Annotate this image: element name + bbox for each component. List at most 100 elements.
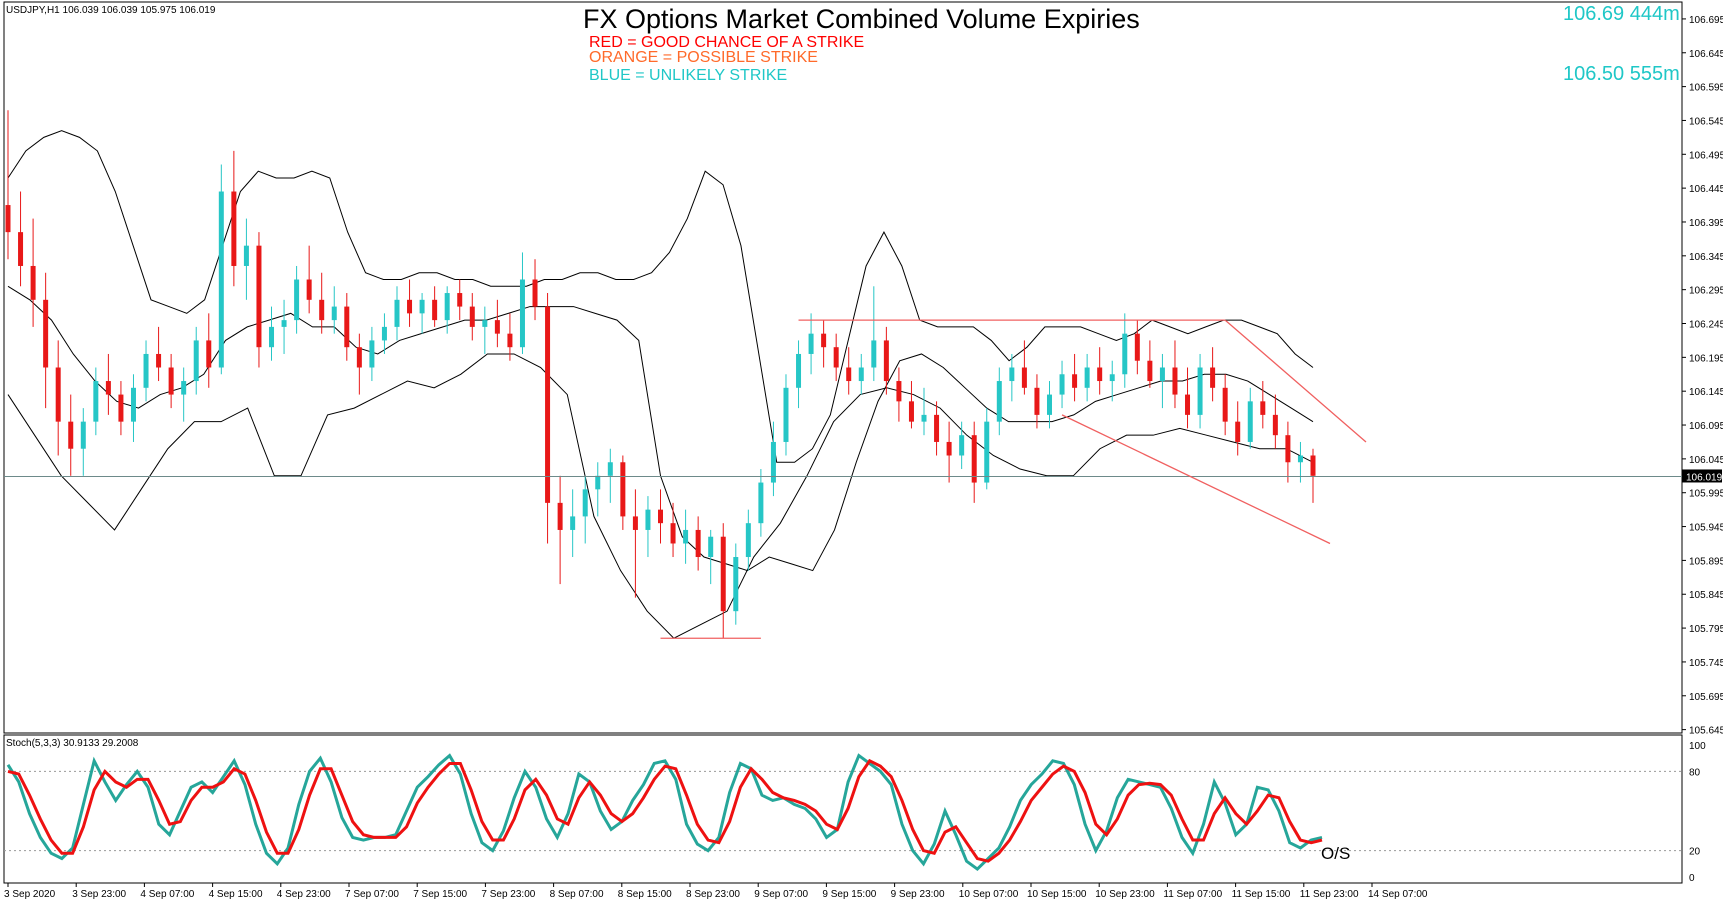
bear-candle: [620, 462, 626, 517]
bull-candle: [394, 299, 400, 327]
expiry-label-2: 106.50 555m: [1563, 63, 1680, 85]
bull-candle: [369, 340, 375, 368]
bear-candle: [846, 367, 852, 382]
bollinger-middle-band: [7, 285, 1314, 572]
time-tick-label: 9 Sep 15:00: [822, 889, 876, 900]
bull-candle: [143, 353, 149, 388]
bear-candle: [118, 394, 124, 422]
price-tick-label: 105.895: [1689, 556, 1723, 567]
bull-candle: [281, 320, 287, 327]
bull-candle: [770, 441, 776, 483]
bull-candle: [130, 387, 136, 422]
bollinger-lower-band: [7, 353, 1314, 639]
time-tick-label: 10 Sep 07:00: [959, 889, 1019, 900]
candlestick-series: [5, 110, 1316, 639]
symbol-header: USDJPY,H1 106.039 106.039 105.975 106.01…: [6, 5, 216, 16]
bear-candle: [231, 191, 237, 266]
bear-candle: [494, 320, 500, 334]
bull-candle: [419, 299, 425, 314]
expiry-label-1: 106.69 444m: [1563, 3, 1680, 25]
bull-candle: [745, 523, 751, 558]
price-tick-label: 106.145: [1689, 387, 1723, 398]
legend-red: RED = GOOD CHANCE OF A STRIKE: [589, 34, 865, 51]
time-tick-label: 3 Sep 23:00: [72, 889, 126, 900]
bull-candle: [1247, 401, 1253, 442]
bull-candle: [519, 279, 525, 348]
bear-candle: [545, 306, 551, 503]
bull-candle: [1059, 374, 1065, 395]
stoch-main-line: [6, 753, 1323, 872]
bear-candle: [883, 340, 889, 382]
bear-candle: [30, 265, 36, 300]
time-tick-label: 4 Sep 15:00: [209, 889, 263, 900]
bull-candle: [269, 326, 275, 348]
stoch-tick-label: 80: [1689, 767, 1701, 778]
bear-candle: [1210, 367, 1216, 388]
time-tick-label: 11 Sep 23:00: [1300, 889, 1359, 900]
bear-candle: [469, 306, 475, 327]
bear-candle: [1034, 387, 1040, 415]
price-tick-label: 105.745: [1689, 658, 1723, 669]
stoch-signal-line: [7, 758, 1323, 863]
price-tick-label: 105.945: [1689, 523, 1723, 534]
bull-candle: [243, 245, 249, 266]
bull-candle: [1009, 367, 1015, 382]
bear-candle: [55, 367, 61, 422]
bear-candle: [156, 353, 162, 368]
bull-candle: [645, 509, 651, 530]
bear-candle: [43, 299, 49, 368]
bull-candle: [482, 320, 488, 327]
bear-candle: [306, 279, 312, 300]
time-tick-label: 11 Sep 07:00: [1163, 889, 1222, 900]
bull-candle: [1197, 367, 1203, 415]
bull-candle: [294, 279, 300, 321]
bull-candle: [783, 387, 789, 442]
bull-candle: [858, 367, 864, 382]
bollinger-bands: [7, 130, 1314, 639]
bear-candle: [971, 435, 977, 483]
bull-candle: [708, 536, 714, 558]
bull-candle: [871, 340, 877, 368]
bull-candle: [331, 306, 337, 321]
time-axis: 3 Sep 2020 3 Sep 23:00 4 Sep 07:00 4 Sep 15…: [4, 883, 1428, 900]
channel-lower-line: [1061, 414, 1331, 545]
time-tick-label: 8 Sep 07:00: [550, 889, 604, 900]
price-tick-label: 106.195: [1689, 353, 1723, 364]
bear-candle: [1097, 367, 1103, 382]
time-tick-label: 7 Sep 23:00: [481, 889, 535, 900]
bear-candle: [1222, 387, 1228, 422]
bull-candle: [570, 516, 576, 530]
price-tick-label: 106.595: [1689, 83, 1723, 94]
time-tick-label: 14 Sep 07:00: [1368, 889, 1428, 900]
bull-candle: [959, 435, 965, 456]
time-tick-label: 11 Sep 15:00: [1232, 889, 1291, 900]
chart-title: FX Options Market Combined Volume Expiri…: [583, 4, 1140, 34]
legend-orange: ORANGE = POSSIBLE STRIKE: [589, 49, 818, 66]
stoch-tick-label: 0: [1689, 873, 1695, 884]
bear-candle: [1185, 394, 1191, 415]
bear-candle: [1235, 421, 1241, 442]
trend-annotations: 106.019: [4, 319, 1723, 639]
bear-candle: [1172, 367, 1178, 395]
price-tick-label: 105.695: [1689, 692, 1723, 703]
bull-candle: [1297, 455, 1303, 463]
bear-candle: [319, 299, 325, 321]
stoch-tick-label: 100: [1689, 741, 1706, 752]
bear-candle: [18, 232, 24, 266]
time-tick-label: 4 Sep 23:00: [277, 889, 331, 900]
bear-candle: [432, 299, 438, 321]
bear-candle: [1072, 374, 1078, 388]
bear-candle: [168, 367, 174, 395]
bull-candle: [996, 381, 1002, 422]
bear-candle: [1134, 333, 1140, 361]
time-tick-label: 7 Sep 15:00: [413, 889, 467, 900]
bull-candle: [582, 489, 588, 517]
bear-candle: [934, 414, 940, 442]
bull-candle: [984, 421, 990, 483]
legend-blue: BLUE = UNLIKELY STRIKE: [589, 67, 788, 84]
bull-candle: [1122, 333, 1128, 375]
bear-candle: [507, 333, 513, 348]
bear-candle: [1021, 367, 1027, 388]
price-tick-label: 105.845: [1689, 590, 1723, 601]
bear-candle: [670, 523, 676, 544]
